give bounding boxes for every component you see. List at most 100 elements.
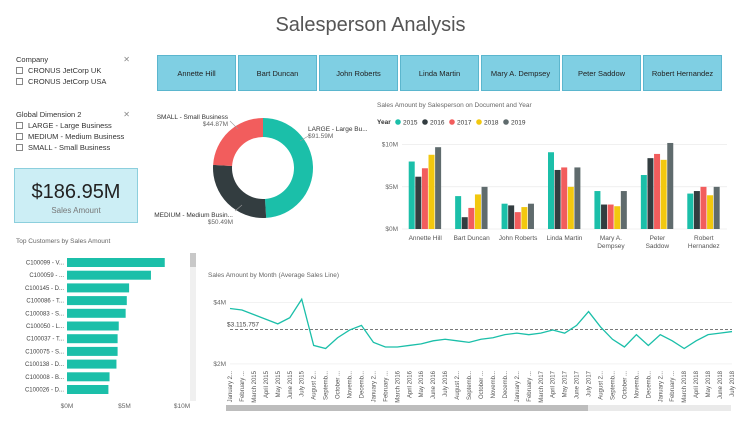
column-bar[interactable] xyxy=(521,207,528,229)
column-bar[interactable] xyxy=(660,159,667,229)
sales-line[interactable] xyxy=(229,297,733,350)
column-bar[interactable] xyxy=(421,168,428,229)
vertical-scrollbar-thumb[interactable] xyxy=(190,253,196,267)
legend-marker xyxy=(449,119,455,125)
legend-label: 2017 xyxy=(457,120,472,127)
x-tick-label: June 2017 xyxy=(575,370,581,399)
horizontal-scrollbar-thumb[interactable] xyxy=(226,405,588,411)
slicer-item-label: MEDIUM - Medium Business xyxy=(28,132,125,141)
x-tick-label: Novemb... xyxy=(634,371,640,399)
column-bar[interactable] xyxy=(435,147,442,229)
average-label: $3.115.757 xyxy=(227,322,259,329)
column-bar[interactable] xyxy=(415,176,422,229)
checkbox[interactable] xyxy=(16,78,23,85)
customer-bar[interactable] xyxy=(67,270,151,280)
column-bar[interactable] xyxy=(561,167,568,229)
column-bar[interactable] xyxy=(687,193,694,229)
column-bar[interactable] xyxy=(713,186,720,229)
column-bar[interactable] xyxy=(548,152,554,229)
x-tick-label: May 2015 xyxy=(276,370,282,397)
customer-bar[interactable] xyxy=(67,321,119,331)
column-bar[interactable] xyxy=(408,161,415,229)
column-bar[interactable] xyxy=(567,186,574,229)
category-label: C100050 - L... xyxy=(26,324,64,330)
slicer-item-medium[interactable]: MEDIUM - Medium Business xyxy=(16,131,130,142)
column-bar[interactable] xyxy=(461,217,468,229)
x-tick-label: Robert xyxy=(694,235,714,242)
donut-slice[interactable] xyxy=(213,118,263,167)
customer-bar[interactable] xyxy=(67,385,109,394)
x-tick-label: Peter xyxy=(650,235,666,242)
clear-selection-icon[interactable]: ✕ xyxy=(123,109,130,119)
salesperson-button[interactable]: Peter Saddow xyxy=(562,55,641,91)
x-tick-label: March 2017 xyxy=(539,370,545,402)
category-label: C100099 - V... xyxy=(26,261,64,267)
x-tick-label: Dempsey xyxy=(597,243,625,250)
salesperson-button[interactable]: Mary A. Dempsey xyxy=(481,55,560,91)
column-bar[interactable] xyxy=(468,207,475,229)
checkbox[interactable] xyxy=(16,144,23,151)
customer-bar[interactable] xyxy=(67,283,130,293)
legend-label: 2018 xyxy=(484,120,499,127)
customer-bar[interactable] xyxy=(67,334,118,344)
legend-marker xyxy=(503,119,509,125)
column-bar[interactable] xyxy=(514,212,521,229)
sales-amount-card: $186.95M Sales Amount xyxy=(14,168,138,223)
column-bar[interactable] xyxy=(607,204,614,229)
x-tick-label: October ... xyxy=(622,371,628,399)
salesperson-button[interactable]: Annette Hill xyxy=(157,55,236,91)
column-bar[interactable] xyxy=(654,153,661,229)
donut-value-small: $44.87M xyxy=(203,121,228,128)
column-bar[interactable] xyxy=(527,203,534,229)
column-bar[interactable] xyxy=(554,169,561,229)
column-bar[interactable] xyxy=(601,204,608,229)
slicer-item-cronus-uk[interactable]: CRONUS JetCorp UK xyxy=(16,65,130,76)
donut-slice[interactable] xyxy=(263,118,314,218)
column-bar[interactable] xyxy=(700,186,707,229)
customer-bar[interactable] xyxy=(67,296,127,306)
clear-selection-icon[interactable]: ✕ xyxy=(123,54,130,64)
salesperson-button[interactable]: Linda Martin xyxy=(400,55,479,91)
donut-slice[interactable] xyxy=(213,164,267,218)
vertical-scrollbar[interactable] xyxy=(190,253,196,401)
column-bar[interactable] xyxy=(481,186,488,229)
salesperson-button[interactable]: Robert Hernandez xyxy=(643,55,722,91)
x-tick-label: June 2016 xyxy=(431,370,437,399)
column-bar[interactable] xyxy=(640,175,647,229)
column-bar[interactable] xyxy=(667,142,674,229)
column-bar[interactable] xyxy=(594,191,601,229)
salesperson-button[interactable]: Bart Duncan xyxy=(238,55,317,91)
column-bar[interactable] xyxy=(508,205,515,229)
checkbox[interactable] xyxy=(16,122,23,129)
slicer-item-cronus-usa[interactable]: CRONUS JetCorp USA xyxy=(16,76,130,87)
column-bar[interactable] xyxy=(455,196,462,229)
x-tick-label: Decemb... xyxy=(646,371,652,399)
x-tick-label: May 2017 xyxy=(563,370,569,397)
customer-bar[interactable] xyxy=(67,359,117,369)
card-label: Sales Amount xyxy=(51,206,101,215)
y-tick-label: $10M xyxy=(382,142,398,149)
customer-bar[interactable] xyxy=(67,308,126,318)
column-bar[interactable] xyxy=(501,203,508,229)
salesperson-button[interactable]: John Roberts xyxy=(319,55,398,91)
checkbox[interactable] xyxy=(16,133,23,140)
column-bar[interactable] xyxy=(614,206,621,229)
y-tick-label: $0M xyxy=(385,226,398,233)
slicer-item-label: CRONUS JetCorp USA xyxy=(28,77,107,86)
x-tick-label: January 2... xyxy=(515,371,521,403)
customer-bar[interactable] xyxy=(67,372,110,382)
column-bar[interactable] xyxy=(474,194,481,229)
column-bar[interactable] xyxy=(428,154,435,229)
customer-bar[interactable] xyxy=(67,258,165,267)
column-bar[interactable] xyxy=(693,191,700,229)
column-bar[interactable] xyxy=(647,158,654,229)
slicer-item-large[interactable]: LARGE - Large Business xyxy=(16,120,130,131)
customer-bar[interactable] xyxy=(67,346,118,356)
checkbox[interactable] xyxy=(16,67,23,74)
column-bar[interactable] xyxy=(574,167,581,229)
column-bar[interactable] xyxy=(707,195,714,229)
donut-label-large: LARGE - Large Bu... xyxy=(308,126,368,133)
column-bar[interactable] xyxy=(620,191,627,229)
x-tick-label: April 2016 xyxy=(407,370,413,398)
slicer-item-small[interactable]: SMALL - Small Business xyxy=(16,142,130,153)
